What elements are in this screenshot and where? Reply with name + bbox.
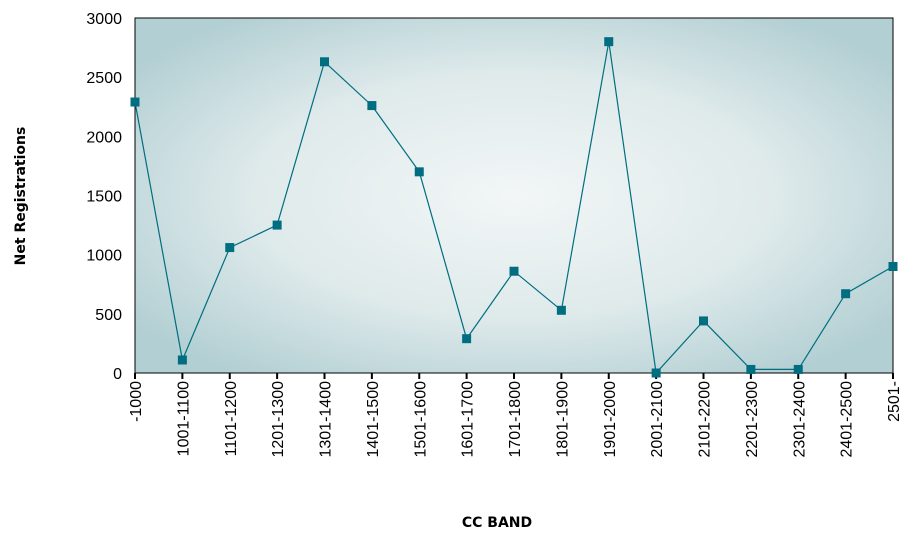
y-tick-label: 500	[95, 307, 122, 324]
y-axis-ticks: 0 500 1000 1500 2000 2500 3000	[86, 11, 122, 383]
y-tick-label: 1500	[86, 189, 122, 206]
data-point	[462, 334, 472, 344]
x-tick-label: 1901-2000	[602, 381, 619, 458]
x-tick-label: -1000	[128, 381, 145, 422]
data-point	[604, 37, 614, 47]
y-tick-label: 2500	[86, 70, 122, 87]
plot-area	[134, 17, 894, 374]
x-tick-label: 2101-2200	[697, 381, 714, 458]
data-point	[367, 101, 377, 111]
data-point	[509, 266, 519, 276]
x-tick-label: 2001-2100	[649, 381, 666, 458]
x-tick-label: 1501-1600	[412, 381, 429, 458]
data-point	[414, 167, 424, 177]
y-tick-label: 3000	[86, 11, 122, 28]
x-tick-label: 1801-1900	[554, 381, 571, 458]
y-tick-label: 2000	[86, 129, 122, 146]
data-points	[130, 37, 898, 378]
data-point	[225, 243, 235, 253]
x-axis-title: CC BAND	[462, 515, 532, 531]
data-point	[272, 220, 282, 230]
data-point	[651, 368, 661, 378]
data-point	[320, 57, 329, 67]
x-tick-label: 2201-2300	[744, 381, 761, 458]
y-axis-title: Net Registrations	[13, 127, 29, 266]
data-point	[699, 316, 708, 326]
y-tick-label: 0	[113, 366, 122, 383]
x-tick-label: 2301-2400	[791, 381, 808, 458]
data-point	[556, 305, 566, 315]
x-tick-label: 1601-1700	[460, 381, 477, 458]
data-point	[177, 355, 187, 365]
x-tick-label: 1001-1100	[175, 381, 192, 456]
x-tick-label: 1701-1800	[507, 381, 524, 458]
data-point	[841, 289, 851, 299]
x-tick-label: 2501-	[886, 381, 903, 422]
data-point	[130, 97, 140, 107]
x-tick-label: 1401-1500	[365, 381, 382, 458]
y-tick-label: 1000	[86, 248, 122, 265]
x-tick-label: 1201-1300	[270, 381, 287, 458]
data-point	[793, 364, 803, 374]
data-point	[888, 262, 898, 271]
x-tick-label: 1301-1400	[318, 381, 335, 458]
data-point	[746, 364, 756, 374]
x-tick-label: 2401-2500	[839, 381, 856, 458]
x-axis-ticks: -1000 1001-1100 1101-1200 1201-1300 1301-140…	[128, 373, 903, 458]
x-tick-label: 1101-1200	[223, 381, 240, 456]
